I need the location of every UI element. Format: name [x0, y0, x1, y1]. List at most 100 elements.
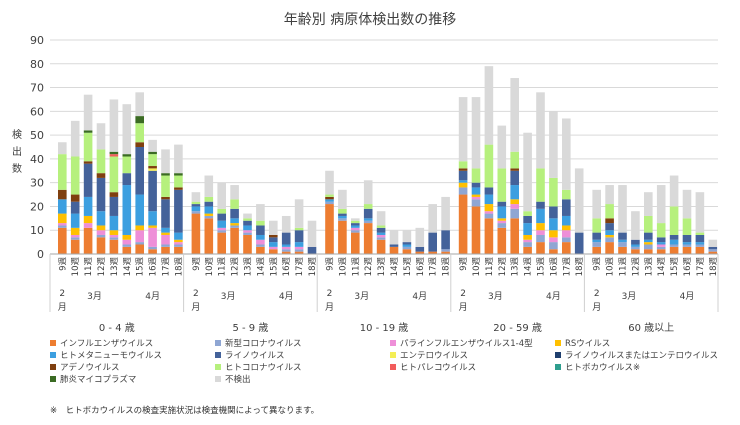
bar-segment — [70, 239, 80, 254]
bar-segment — [631, 244, 640, 247]
bar-segment — [471, 199, 481, 207]
bar-segment — [605, 234, 614, 238]
week-tick-label: 9週 — [58, 257, 68, 271]
bar-segment — [471, 182, 481, 188]
bar-segment — [83, 161, 93, 164]
bar-segment — [148, 154, 157, 167]
bar-segment — [96, 234, 106, 238]
bar-segment — [281, 246, 291, 250]
bar-segment — [338, 215, 347, 219]
bar-segment — [376, 211, 386, 226]
bar-segment — [458, 97, 468, 162]
bar-segment — [656, 242, 666, 245]
week-tick-label: 10週 — [606, 257, 616, 277]
bar-segment — [148, 246, 157, 250]
bar-segment — [523, 223, 532, 235]
bar-segment — [281, 244, 291, 247]
y-tick-label: 60 — [30, 105, 44, 118]
bar-segment — [549, 218, 558, 231]
bar-segment — [230, 218, 239, 224]
y-tick-labels: 0 10 20 30 40 50 60 70 80 90 — [30, 34, 44, 261]
bar-segment — [338, 208, 347, 214]
bar-segment — [230, 223, 239, 226]
bar-segment — [656, 237, 666, 243]
bar-segment — [325, 196, 334, 200]
group-label: 10 - 19 歳 — [360, 322, 409, 334]
bar-segment — [536, 242, 545, 254]
bar-segment — [415, 246, 425, 252]
bar-segment — [458, 180, 468, 183]
bar-segment — [191, 211, 201, 214]
bar-segment — [695, 192, 705, 233]
bar-segment — [135, 116, 144, 124]
bar-segment — [148, 151, 157, 155]
bar-segment — [510, 199, 519, 205]
bar-segment — [256, 239, 265, 245]
week-tick-label: 16週 — [416, 257, 426, 277]
week-tick-label: 13週 — [110, 257, 120, 277]
bar-segment — [523, 242, 532, 247]
bar-segment — [281, 232, 291, 245]
bar-segment — [592, 239, 601, 243]
bar-segment — [217, 213, 226, 221]
bar-segment — [83, 196, 93, 216]
legend-label: 肺炎マイコプラズマ — [60, 374, 136, 385]
bar-segment — [497, 223, 507, 228]
bar-segment — [217, 182, 226, 209]
bar-segment — [338, 220, 347, 254]
bar-segment — [562, 242, 571, 254]
bar-segment — [281, 249, 291, 252]
bar-segment — [148, 166, 157, 169]
bar-segment — [644, 249, 653, 254]
legend-swatch — [50, 364, 56, 370]
bar-segment — [161, 227, 170, 233]
bar-segment — [592, 189, 601, 219]
bar-segment — [402, 230, 412, 243]
bar-segment — [441, 230, 450, 250]
bar-segment — [708, 246, 718, 250]
bar-segment — [376, 227, 386, 233]
bar-segment — [109, 230, 119, 235]
bar-segment — [230, 208, 239, 219]
week-tick-label: 10週 — [71, 257, 81, 277]
month-label: 4月 — [546, 291, 561, 302]
bar-segment — [497, 218, 507, 221]
y-tick-label: 20 — [30, 200, 44, 213]
bar-segment — [656, 249, 666, 254]
bar-segment — [70, 120, 80, 157]
bar-segment — [58, 199, 67, 214]
bar-segment — [70, 201, 80, 214]
y-tick-label: 0 — [37, 248, 44, 261]
bar-segment — [471, 206, 481, 254]
month-label: 3月 — [221, 291, 236, 302]
legend-label: 新型コロナウイルス — [225, 338, 302, 349]
bar-segment — [618, 185, 627, 233]
legend-swatch — [555, 352, 561, 358]
legend-swatch — [215, 340, 221, 346]
legend-swatch — [390, 340, 396, 346]
bar-segment — [562, 215, 571, 226]
bar-segment — [549, 230, 558, 238]
bar-segment — [497, 220, 507, 224]
month-label: 3月 — [488, 291, 503, 302]
bar-segment — [562, 230, 571, 238]
bar-segment — [669, 244, 679, 247]
bar-segment — [536, 230, 545, 235]
week-tick-label: 15週 — [269, 257, 279, 277]
bar-segment — [174, 144, 183, 174]
week-tick-label: 17週 — [295, 257, 305, 277]
bar-segment — [562, 189, 571, 200]
week-tick-label: 12週 — [97, 257, 107, 277]
bar-segment — [484, 213, 494, 219]
bar-segment — [605, 185, 614, 205]
group-label: 60 歳以上 — [628, 322, 674, 334]
bar-segment — [269, 242, 278, 247]
week-tick-label: 11週 — [619, 257, 629, 277]
week-tick-label: 15週 — [537, 257, 547, 277]
bar-segment — [402, 242, 412, 245]
week-tick-label: 18週 — [174, 257, 184, 277]
week-tick-label: 18週 — [709, 257, 719, 277]
bar-segment — [243, 234, 252, 254]
bar-segment — [204, 201, 214, 207]
month-label: 4月 — [145, 291, 160, 302]
